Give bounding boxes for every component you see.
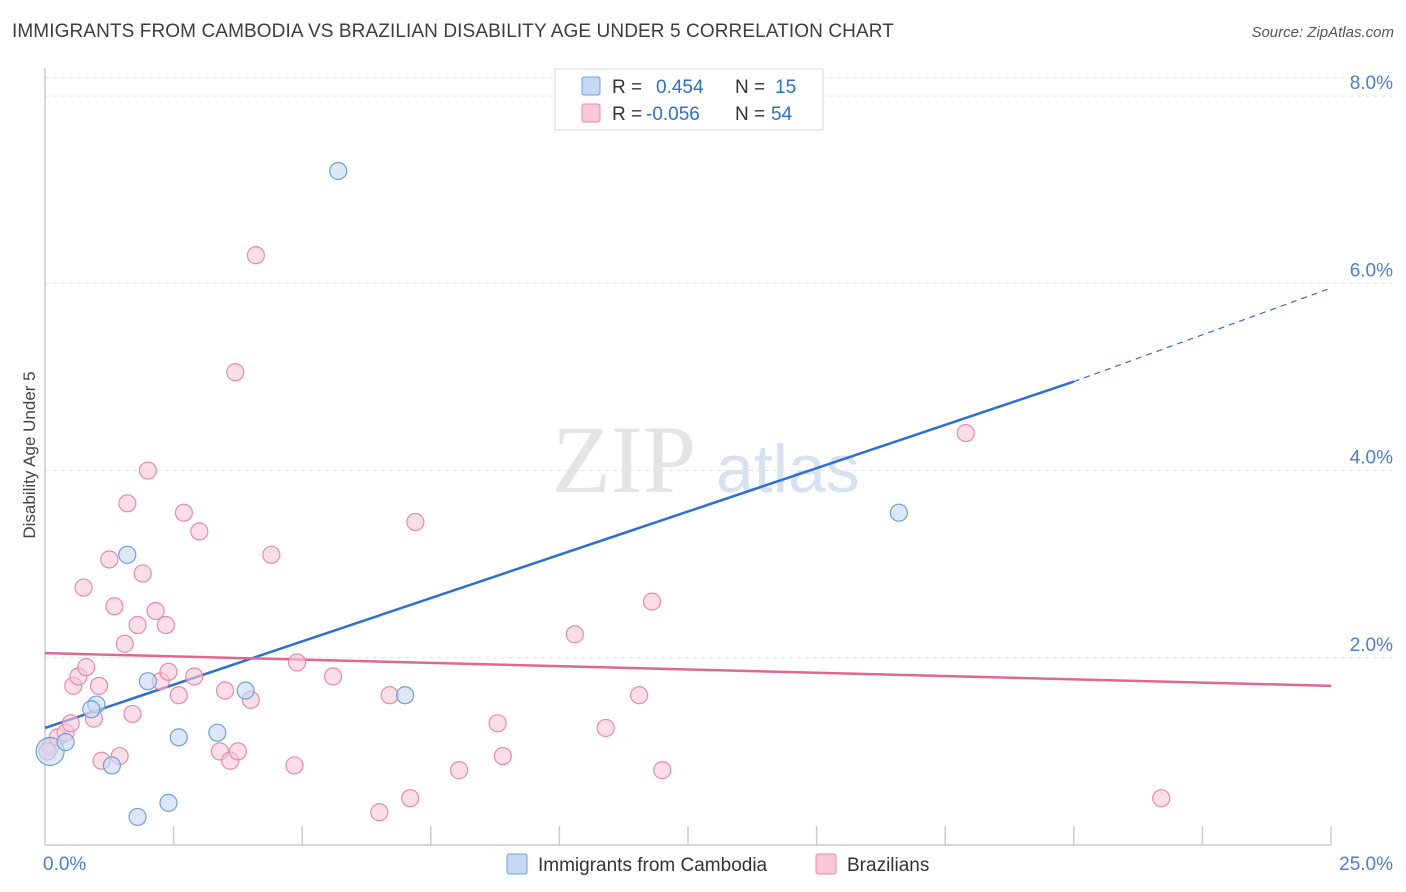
point-brazilians xyxy=(653,761,672,780)
stats-n-label-1: N = xyxy=(735,104,765,125)
point-brazilians xyxy=(169,686,188,705)
stats-r-label-1: R = xyxy=(612,104,642,125)
point-brazilians xyxy=(61,714,80,733)
trend-line-cambodia xyxy=(44,380,1075,730)
point-brazilians xyxy=(596,718,615,738)
point-cambodia xyxy=(118,545,137,564)
y-tick-label: 6.0% xyxy=(1350,260,1393,281)
point-brazilians xyxy=(159,662,178,681)
stats-r-label-0: R = xyxy=(612,77,642,98)
point-brazilians xyxy=(228,742,247,761)
point-brazilians xyxy=(133,564,152,583)
legend-label-brazilians[interactable]: Brazilians xyxy=(847,855,929,876)
point-brazilians xyxy=(138,461,157,480)
point-brazilians xyxy=(956,423,975,443)
point-brazilians xyxy=(449,761,469,780)
point-cambodia xyxy=(889,503,909,522)
legend-swatch-cambodia[interactable] xyxy=(506,853,528,875)
point-brazilians xyxy=(630,686,649,705)
point-brazilians xyxy=(74,578,93,597)
chart-title: IMMIGRANTS FROM CAMBODIA VS BRAZILIAN DI… xyxy=(12,21,894,42)
y-tick-labels: 2.0% 4.0% 6.0% 8.0% xyxy=(1350,73,1393,656)
stats-n-value-0: 15 xyxy=(775,77,796,98)
y-tick-label: 8.0% xyxy=(1350,73,1393,94)
point-cambodia xyxy=(329,161,348,181)
point-brazilians xyxy=(123,704,142,724)
stats-n-label-0: N = xyxy=(735,77,765,98)
point-brazilians xyxy=(100,550,119,569)
x-tick-label: 0.0% xyxy=(43,854,86,875)
gridlines xyxy=(45,77,1392,659)
point-cambodia xyxy=(169,728,188,747)
x-tick-label: 25.0% xyxy=(1339,854,1393,875)
point-cambodia xyxy=(82,700,101,719)
axes xyxy=(44,68,1332,846)
point-cambodia xyxy=(395,686,415,705)
point-brazilians xyxy=(406,512,425,532)
y-tick-label: 4.0% xyxy=(1350,448,1393,469)
legend-swatch-brazilians[interactable] xyxy=(815,853,837,875)
point-cambodia xyxy=(56,732,75,752)
point-brazilians xyxy=(226,363,245,382)
point-brazilians xyxy=(380,686,399,705)
point-brazilians xyxy=(287,653,307,672)
point-brazilians xyxy=(370,803,389,822)
point-cambodia xyxy=(138,672,157,691)
trend-lines xyxy=(44,287,1332,730)
stats-swatch-brazilians xyxy=(581,103,601,123)
point-brazilians xyxy=(89,676,109,695)
point-brazilians xyxy=(285,756,304,775)
trend-line-cambodia-extension xyxy=(1073,287,1332,383)
point-brazilians xyxy=(1152,789,1171,808)
point-cambodia xyxy=(128,807,147,827)
point-brazilians xyxy=(146,601,165,621)
point-cambodia xyxy=(236,681,255,700)
stats-r-value-0: 0.454 xyxy=(656,77,704,98)
source-credit: Source: ZipAtlas.com xyxy=(1251,24,1394,41)
point-cambodia xyxy=(159,793,178,812)
legend-label-cambodia[interactable]: Immigrants from Cambodia xyxy=(538,855,768,876)
point-brazilians xyxy=(488,714,507,733)
point-brazilians xyxy=(105,597,124,616)
point-brazilians xyxy=(190,522,209,541)
y-tick-label: 2.0% xyxy=(1350,635,1393,656)
point-brazilians xyxy=(215,681,235,700)
point-cambodia xyxy=(208,723,227,742)
point-brazilians xyxy=(642,592,662,611)
trend-line-brazilians xyxy=(44,651,1332,688)
watermark-zip: ZIP xyxy=(552,406,696,513)
x-tick-labels: 0.0% 25.0% xyxy=(43,854,1393,875)
point-brazilians xyxy=(115,634,134,653)
point-brazilians xyxy=(493,746,512,766)
stats-n-value-1: 54 xyxy=(771,104,793,125)
data-points xyxy=(35,161,1171,827)
point-brazilians xyxy=(174,503,193,522)
point-brazilians xyxy=(262,545,281,564)
point-cambodia xyxy=(102,756,121,775)
point-brazilians xyxy=(128,615,147,635)
point-brazilians xyxy=(246,246,266,265)
point-brazilians xyxy=(565,625,584,644)
point-brazilians xyxy=(401,789,420,808)
point-brazilians xyxy=(156,615,175,635)
point-brazilians xyxy=(77,658,96,677)
point-brazilians xyxy=(118,494,137,513)
stats-swatch-cambodia xyxy=(581,76,601,96)
point-brazilians xyxy=(185,667,204,686)
stats-legend: R = 0.454 N = 15 R = -0.056 N = 54 xyxy=(554,68,824,131)
y-axis-label: Disability Age Under 5 xyxy=(20,371,39,538)
series-legend: Immigrants from Cambodia Brazilians xyxy=(506,853,929,876)
point-brazilians xyxy=(323,667,343,686)
stats-r-value-1: -0.056 xyxy=(646,104,700,125)
